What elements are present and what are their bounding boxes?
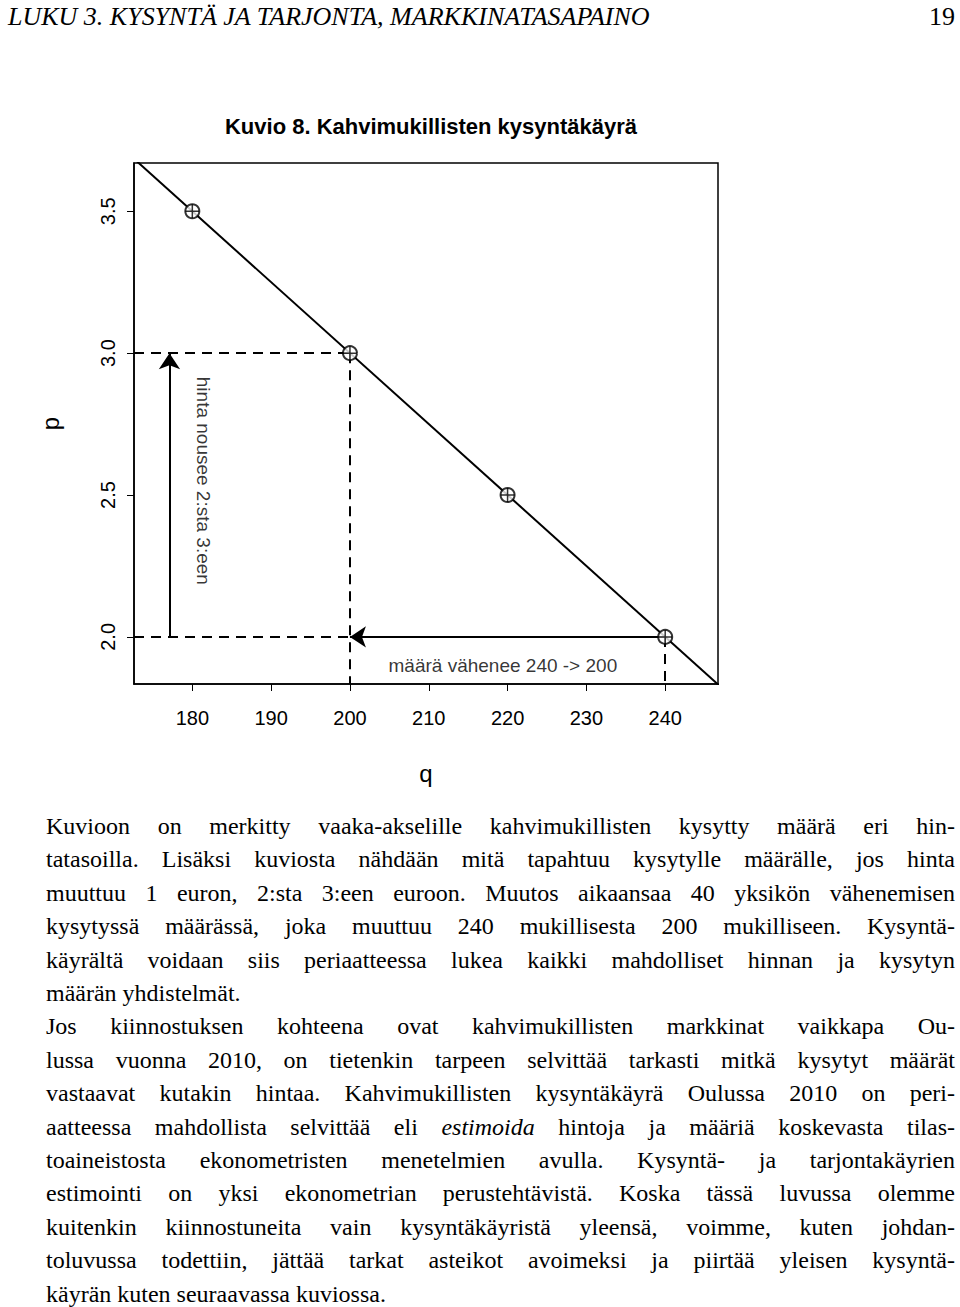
html-text:Kuvioon on merkitty vaaka-akse: Kuvioon on merkitty vaaka-akselille kahv… <box>46 813 955 839</box>
svg-text:p: p <box>37 417 64 430</box>
svg-text:220: 220 <box>491 707 524 729</box>
html-text:määrän yhdistelmät.: määrän yhdistelmät. <box>46 980 241 1006</box>
html-text:estimointi on yksi ekonometria: estimointi on yksi ekonometrian perusteh… <box>46 1180 955 1207</box>
svg-text:180: 180 <box>176 707 209 729</box>
html-text:muuttuu 1 euron, 2:sta 3:een e: muuttuu 1 euron, 2:sta 3:een euroon. Muu… <box>46 879 955 906</box>
svg-text:q: q <box>419 760 432 787</box>
svg-text:200: 200 <box>333 707 366 729</box>
svg-text:määrä vähenee 240 -> 200: määrä vähenee 240 -> 200 <box>388 655 617 676</box>
html-text:toluvussa todettiin, jättää ta: toluvussa todettiin, jättää tarkat astei… <box>46 1247 955 1274</box>
html-text:kuitenkin kiinnostuneita vain: kuitenkin kiinnostuneita vain kysyntäkäy… <box>46 1213 955 1240</box>
svg-text:2.5: 2.5 <box>97 481 119 509</box>
svg-text:hinta nousee 2:sta 3:een: hinta nousee 2:sta 3:een <box>193 377 214 585</box>
svg-text:190: 190 <box>254 707 287 729</box>
svg-text:2.0: 2.0 <box>97 623 119 651</box>
svg-text:3.5: 3.5 <box>97 197 119 225</box>
html-text:19: 19 <box>929 2 955 31</box>
html-text:kysytyssä määrässä, joka muutt: kysytyssä määrässä, joka muuttuu 240 muk… <box>46 913 955 940</box>
html-text:toaineistosta ekonometristen m: toaineistosta ekonometristen menetelmien… <box>46 1147 955 1174</box>
html-text:tatasoilla. Lisäksi kuviosta n: tatasoilla. Lisäksi kuviosta nähdään mit… <box>46 846 955 873</box>
html-text:vastaavat kutakin hintaa. Kahv: vastaavat kutakin hintaa. Kahvimukillist… <box>46 1080 955 1107</box>
svg-text:230: 230 <box>570 707 603 729</box>
html-text:käyrän kuten seuraavassa kuvio: käyrän kuten seuraavassa kuviossa. <box>46 1280 386 1307</box>
html-text:Jos kiinnostuksen kohteena ova: Jos kiinnostuksen kohteena ovat kahvimuk… <box>46 1013 955 1040</box>
html-text:LUKU 3. KYSYNTÄ JA TARJONTA, M: LUKU 3. KYSYNTÄ JA TARJONTA, MARKKINATAS… <box>8 2 650 31</box>
svg-text:240: 240 <box>649 707 682 729</box>
html-text:aatteessa mahdollista selvittä: aatteessa mahdollista selvittää eli esti… <box>46 1113 955 1140</box>
html-text:käyrältä voidaan siis periaatt: käyrältä voidaan siis periaatteessa luke… <box>46 946 955 973</box>
html-text:lussa vuonna 2010, on tietenki: lussa vuonna 2010, on tietenkin tarpeen … <box>46 1046 955 1073</box>
svg-text:3.0: 3.0 <box>97 339 119 367</box>
svg-text:210: 210 <box>412 707 445 729</box>
svg-text:Kuvio 8. Kahvimukillisten kysy: Kuvio 8. Kahvimukillisten kysyntäkäyrä <box>225 114 638 139</box>
